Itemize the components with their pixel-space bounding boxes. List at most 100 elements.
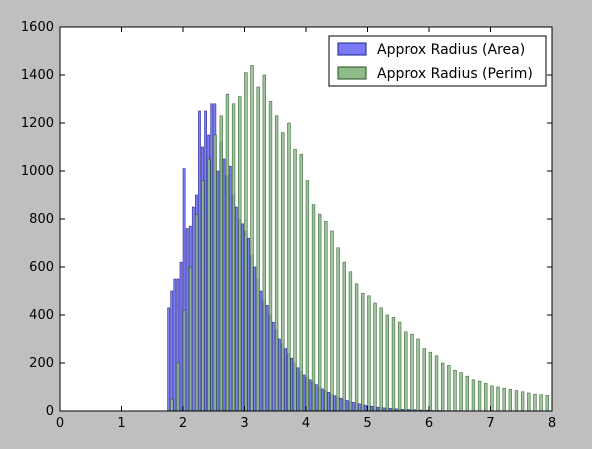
- bar-perim: [386, 315, 389, 411]
- bar-perim: [275, 116, 278, 411]
- bar-perim: [238, 97, 241, 411]
- bar-area: [284, 349, 286, 411]
- bar-area: [334, 396, 336, 411]
- y-tick-label: 600: [29, 260, 54, 275]
- bar-area: [278, 339, 280, 411]
- bar-area: [377, 407, 379, 411]
- bar-perim: [318, 214, 321, 411]
- bar-area: [297, 368, 299, 411]
- x-tick-label: 3: [240, 416, 248, 431]
- bar-perim: [392, 317, 395, 411]
- bar-perim: [257, 87, 260, 411]
- bar-area: [352, 402, 354, 411]
- bar-area: [192, 207, 194, 411]
- bar-perim: [527, 393, 530, 411]
- y-tick-label: 200: [29, 356, 54, 371]
- bar-perim: [478, 381, 481, 411]
- bar-area: [235, 207, 237, 411]
- legend-swatch-perim: [338, 67, 366, 79]
- x-tick-label: 5: [363, 416, 371, 431]
- legend-swatch-area: [338, 43, 366, 55]
- bar-perim: [503, 388, 506, 411]
- bar-perim: [201, 181, 204, 411]
- x-tick-label: 0: [56, 416, 64, 431]
- bar-perim: [404, 332, 407, 411]
- bar-perim: [411, 334, 414, 411]
- bar-area: [358, 404, 360, 411]
- x-tick-label: 2: [179, 416, 187, 431]
- bar-perim: [208, 159, 211, 411]
- bar-perim: [306, 181, 309, 411]
- bar-area: [241, 224, 243, 411]
- bar-area: [315, 385, 317, 411]
- y-tick-label: 1600: [21, 20, 54, 35]
- bar-perim: [269, 101, 272, 411]
- bar-perim: [189, 267, 192, 411]
- bar-perim: [521, 392, 524, 411]
- bar-area: [171, 291, 173, 411]
- y-tick-label: 1000: [21, 164, 54, 179]
- bar-perim: [220, 116, 223, 411]
- bar-perim: [355, 284, 358, 411]
- bar-perim: [484, 383, 487, 411]
- bar-perim: [263, 75, 266, 411]
- x-tick-label: 7: [486, 416, 494, 431]
- y-tick-label: 1200: [21, 116, 54, 131]
- bar-area: [291, 358, 293, 411]
- bar-perim: [281, 133, 284, 411]
- bar-perim: [324, 221, 327, 411]
- bar-perim: [349, 272, 352, 411]
- bar-area: [180, 262, 182, 411]
- bar-area: [248, 238, 250, 411]
- legend-label-perim: Approx Radius (Perim): [377, 66, 533, 82]
- bar-perim: [417, 339, 420, 411]
- bar-area: [198, 111, 200, 411]
- bar-perim: [460, 373, 463, 411]
- bar-perim: [466, 376, 469, 411]
- bar-perim: [429, 352, 432, 411]
- bar-area: [266, 305, 268, 411]
- bar-perim: [171, 399, 174, 411]
- bar-perim: [380, 308, 383, 411]
- bar-area: [211, 104, 213, 411]
- y-tick-label: 800: [29, 212, 54, 227]
- bar-perim: [214, 135, 217, 411]
- bar-area: [254, 267, 256, 411]
- bar-area: [309, 380, 311, 411]
- bar-area: [371, 406, 373, 411]
- x-tick-label: 6: [425, 416, 433, 431]
- bar-area: [303, 375, 305, 411]
- bar-perim: [447, 365, 450, 411]
- bar-perim: [312, 205, 315, 411]
- bar-perim: [245, 73, 248, 411]
- bar-perim: [331, 231, 334, 411]
- y-tick-label: 0: [46, 404, 54, 419]
- bar-area: [260, 291, 262, 411]
- legend: Approx Radius (Area) Approx Radius (Peri…: [329, 36, 546, 86]
- bar-area: [217, 171, 219, 411]
- bar-perim: [398, 322, 401, 411]
- bar-perim: [251, 65, 254, 411]
- x-tick-label: 4: [302, 416, 310, 431]
- bar-perim: [534, 394, 537, 411]
- y-tick-label: 400: [29, 308, 54, 323]
- x-tick-label: 8: [548, 416, 556, 431]
- bar-area: [174, 279, 176, 411]
- x-tick-label: 1: [117, 416, 125, 431]
- bar-perim: [497, 387, 500, 411]
- bar-perim: [226, 94, 229, 411]
- bar-perim: [435, 356, 438, 411]
- bar-area: [223, 159, 225, 411]
- bar-area: [364, 405, 366, 411]
- y-tick-label: 1400: [21, 68, 54, 83]
- bar-perim: [232, 104, 235, 411]
- bar-perim: [423, 349, 426, 411]
- bar-area: [328, 392, 330, 411]
- bar-area: [205, 111, 207, 411]
- bar-perim: [361, 293, 364, 411]
- bar-perim: [288, 123, 291, 411]
- bar-perim: [454, 370, 457, 411]
- bar-perim: [183, 310, 186, 411]
